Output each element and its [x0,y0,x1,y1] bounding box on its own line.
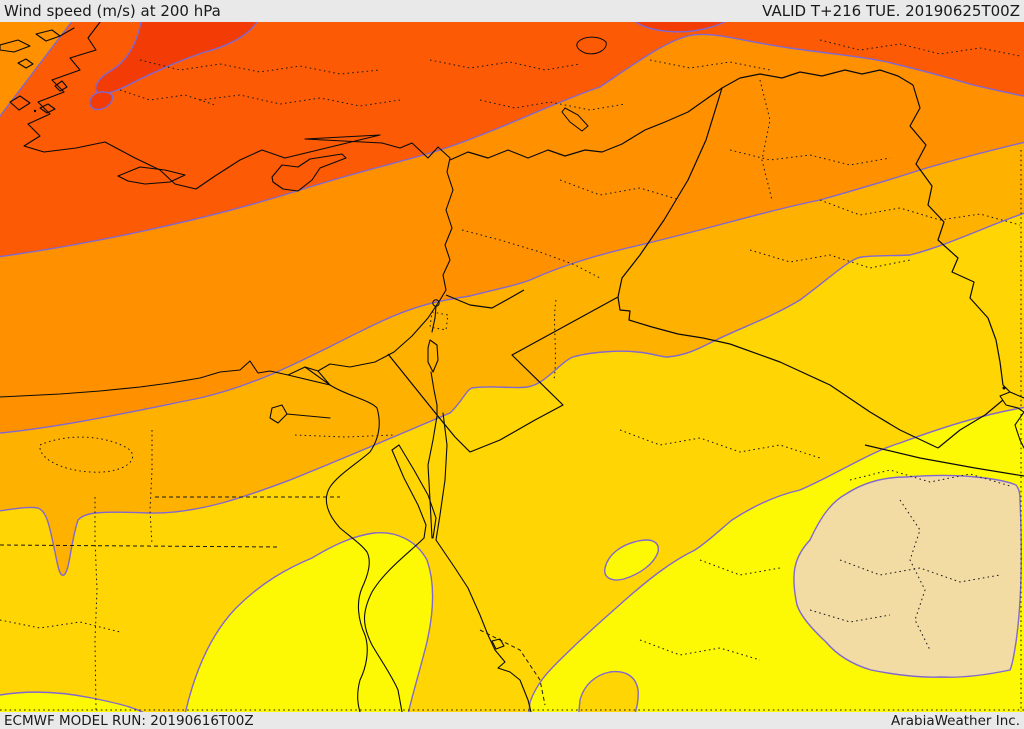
jordan-valley-lakes [427,299,440,416]
turkey-syria-border [449,69,914,161]
band-nw-corner-orange [0,22,73,118]
turkey-levant-egypt-coast [0,22,454,398]
red-sea-east-shore [435,539,532,712]
gulf-of-aqaba [427,412,448,541]
egypt-israel-border [387,353,438,416]
band-gold-lens [578,670,639,712]
map-layers [0,22,1024,712]
top-title-bar: Wind speed (m/s) at 200 hPa VALID T+216 … [0,0,1024,22]
syria-iraq-border [617,87,723,298]
red-sea-and-gulfs [363,412,532,712]
iraq-iran-border [909,84,1011,393]
admin-boundaries-dotted [0,39,1024,712]
turkey-lakes [561,36,607,132]
country-borders [387,69,1024,477]
band-yellow-sinai [184,532,434,712]
band-cream-minimum [793,474,1022,678]
aegean-islands [0,27,186,185]
band-dark-red-patch [88,91,114,111]
gulf-of-suez [391,444,437,539]
bottom-status-bar: ECMWF MODEL RUN: 20190616T00Z ArabiaWeat… [0,712,1024,729]
coastlines [0,22,1024,712]
cyprus-island [271,153,347,192]
valid-time-label: VALID T+216 TUE. 20190625T00Z [762,2,1020,20]
brand-label: ArabiaWeather Inc. [890,712,1020,729]
syria-jordan-border [445,289,525,309]
red-sea-islands [491,638,505,650]
red-sea-west-shore [363,537,425,712]
band-yellow-lens [604,539,659,581]
nile-river-and-delta [269,366,380,712]
band-dark-red-tongue [94,22,258,95]
map-title: Wind speed (m/s) at 200 hPa [4,2,221,20]
band-dark-red-north [634,22,727,33]
dead-sea [427,339,439,373]
model-run-label: ECMWF MODEL RUN: 20190616T00Z [4,712,254,729]
band-yellow-southwest [0,691,144,712]
iraq-saudi-kuwait-borders [729,343,1024,477]
jordan-saudi-border [436,296,731,453]
